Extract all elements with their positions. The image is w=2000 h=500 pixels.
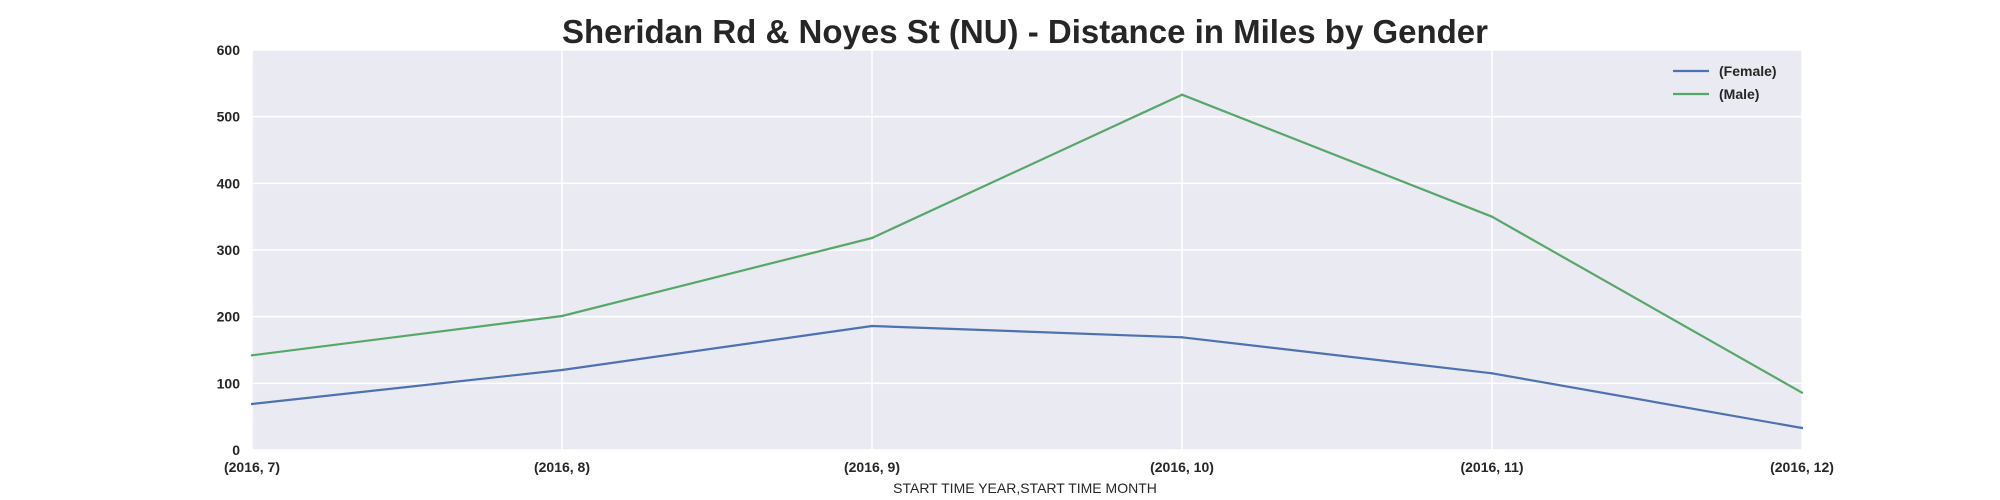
y-tick-label: 0: [232, 442, 240, 458]
data-point-male: [1800, 391, 1804, 394]
data-point-female: [1490, 372, 1494, 375]
x-tick-label: (2016, 11): [1460, 459, 1523, 475]
legend-label-female: (Female): [1719, 63, 1777, 79]
y-tick-label: 500: [217, 109, 241, 125]
data-point-female: [250, 402, 254, 406]
data-point-male: [1180, 93, 1184, 96]
y-tick-label: 400: [217, 175, 241, 191]
series-lines: [250, 93, 1804, 430]
y-tick-label: 200: [217, 309, 241, 325]
y-tick-label: 600: [217, 42, 241, 58]
y-axis-ticks: 0 100 200 300 400 500 600: [217, 42, 241, 458]
legend: (Female) (Male): [1673, 63, 1777, 102]
x-tick-label: (2016, 8): [534, 459, 590, 475]
data-point-male: [1490, 215, 1494, 218]
data-point-male: [560, 314, 564, 318]
chart-title: Sheridan Rd & Noyes St (NU) - Distance i…: [562, 13, 1488, 50]
series-line-male: [251, 93, 1803, 394]
x-axis-ticks: (2016, 7) (2016, 8) (2016, 9) (2016, 10) (20…: [224, 459, 1834, 475]
data-point-male: [250, 354, 254, 357]
data-point-female: [870, 324, 874, 328]
data-point-female: [560, 368, 564, 372]
x-axis-label: START TIME YEAR,START TIME MONTH: [893, 480, 1157, 496]
x-tick-label: (2016, 9): [844, 459, 900, 475]
y-tick-label: 300: [217, 242, 241, 258]
data-point-female: [1180, 336, 1184, 339]
x-tick-label: (2016, 7): [224, 459, 280, 475]
grid-lines: [251, 49, 1803, 451]
data-point-male: [870, 236, 874, 240]
y-tick-label: 100: [217, 375, 241, 391]
data-point-female: [1800, 426, 1804, 430]
x-tick-label: (2016, 10): [1150, 459, 1214, 475]
legend-label-male: (Male): [1719, 86, 1759, 102]
series-line-female: [251, 324, 1803, 430]
x-tick-label: (2016, 12): [1770, 459, 1834, 475]
